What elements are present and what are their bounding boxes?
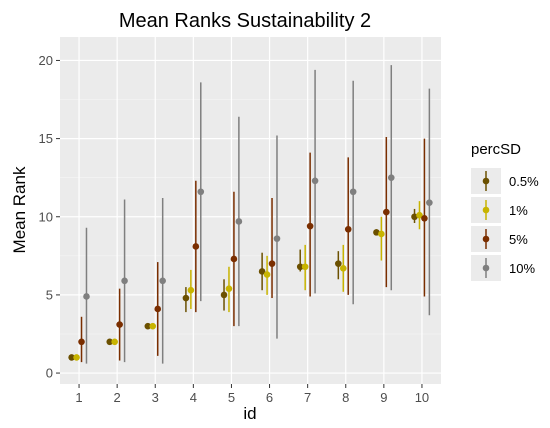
x-tick-label: 7 bbox=[304, 390, 311, 405]
data-point bbox=[220, 291, 228, 299]
data-point bbox=[349, 188, 357, 196]
y-tick-label: 0 bbox=[46, 366, 53, 381]
data-point bbox=[296, 263, 304, 271]
data-point bbox=[339, 265, 347, 272]
data-point bbox=[144, 322, 152, 330]
y-tick-label: 20 bbox=[39, 53, 53, 68]
data-point bbox=[426, 199, 433, 206]
x-axis-ticks: 1 2 3 4 5 6 7 8 9 10 bbox=[75, 384, 429, 405]
data-point bbox=[106, 338, 114, 346]
data-point bbox=[192, 243, 200, 250]
data-point bbox=[225, 285, 233, 292]
legend-items: 0.5% 1% 5% 10% bbox=[471, 168, 539, 281]
x-tick-label: 3 bbox=[152, 390, 159, 405]
chart-title: Mean Ranks Sustainability 2 bbox=[119, 10, 371, 32]
x-tick-label: 10 bbox=[415, 390, 429, 405]
plot-panel bbox=[60, 37, 441, 384]
data-point bbox=[187, 286, 195, 294]
data-point bbox=[197, 188, 205, 196]
legend-title: percSD bbox=[471, 141, 521, 158]
y-tick-label: 10 bbox=[39, 209, 53, 224]
legend-key-point bbox=[482, 177, 490, 185]
data-point bbox=[373, 229, 380, 236]
data-point bbox=[149, 322, 157, 330]
x-tick-label: 4 bbox=[190, 390, 197, 405]
legend: percSD 0.5% 1% 5% 10% bbox=[471, 141, 539, 281]
data-point bbox=[335, 260, 342, 267]
data-point bbox=[263, 271, 271, 278]
data-point bbox=[411, 213, 418, 221]
x-tick-label: 9 bbox=[380, 390, 387, 405]
data-point bbox=[258, 268, 266, 275]
data-point bbox=[416, 211, 423, 219]
data-point bbox=[344, 225, 352, 233]
y-tick-label: 15 bbox=[39, 131, 53, 146]
x-tick-label: 5 bbox=[228, 390, 235, 405]
data-point bbox=[111, 338, 118, 346]
data-point bbox=[116, 321, 123, 328]
legend-key-point bbox=[482, 206, 490, 214]
data-point bbox=[154, 305, 162, 313]
data-point bbox=[311, 177, 319, 185]
data-points bbox=[68, 174, 433, 361]
data-point bbox=[230, 255, 238, 263]
data-point bbox=[78, 338, 85, 346]
legend-key-point bbox=[482, 264, 490, 272]
legend-label: 1% bbox=[509, 203, 528, 218]
data-point bbox=[306, 222, 314, 230]
y-axis-ticks: 0 5 10 15 20 bbox=[39, 53, 60, 381]
legend-key-point bbox=[482, 235, 490, 243]
data-point bbox=[421, 215, 428, 222]
data-point bbox=[182, 294, 190, 302]
x-axis-title: id bbox=[243, 404, 256, 423]
data-point bbox=[268, 260, 276, 267]
data-point bbox=[301, 263, 309, 271]
data-point bbox=[159, 277, 166, 285]
data-point bbox=[378, 230, 385, 238]
data-point bbox=[68, 354, 75, 361]
x-tick-label: 2 bbox=[114, 390, 121, 405]
x-tick-label: 1 bbox=[75, 390, 82, 405]
x-tick-label: 8 bbox=[342, 390, 349, 405]
data-point bbox=[273, 235, 281, 242]
data-point bbox=[121, 277, 128, 285]
data-point bbox=[73, 354, 80, 361]
data-point bbox=[383, 208, 390, 216]
y-tick-label: 5 bbox=[46, 287, 53, 302]
data-point bbox=[387, 174, 395, 181]
data-point bbox=[235, 218, 243, 225]
legend-label: 5% bbox=[509, 232, 528, 247]
legend-label: 10% bbox=[509, 261, 535, 276]
y-axis-title: Mean Rank bbox=[10, 166, 29, 253]
legend-label: 0.5% bbox=[509, 174, 539, 189]
x-tick-label: 6 bbox=[266, 390, 273, 405]
data-point bbox=[83, 293, 90, 300]
